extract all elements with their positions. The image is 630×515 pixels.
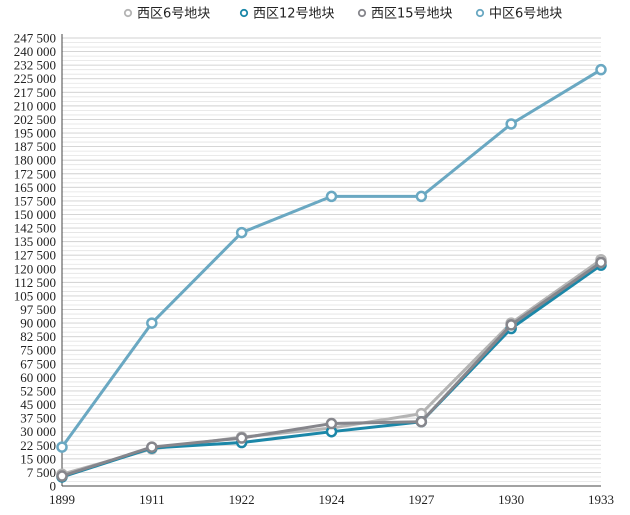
x-tick-label: 1924 [319, 492, 346, 507]
y-tick-label: 60 000 [20, 370, 56, 385]
legend-marker [239, 8, 249, 18]
x-tick-label: 1911 [139, 492, 165, 507]
x-tick-label: 1927 [408, 492, 435, 507]
y-tick-label: 67 500 [20, 356, 56, 371]
x-axis-tick-labels: 1899 1911 1922 1924 1927 1930 1933 [49, 492, 614, 507]
y-tick-label: 157 500 [14, 193, 56, 208]
y-tick-label: 135 000 [14, 234, 56, 249]
y-tick-label: 202 500 [14, 112, 56, 127]
data-point [595, 256, 607, 269]
data-point [146, 317, 158, 329]
legend-marker [123, 8, 133, 18]
series-3 [56, 256, 607, 482]
y-tick-label: 180 000 [14, 153, 56, 168]
x-tick-label: 1922 [229, 492, 255, 507]
data-point [56, 470, 68, 482]
y-tick-label: 120 000 [14, 261, 56, 276]
y-tick-label: 232 500 [14, 58, 56, 73]
legend-marker [475, 8, 485, 18]
y-tick-label: 112 500 [14, 275, 56, 290]
series-line [60, 260, 603, 478]
x-tick-label: 1930 [498, 492, 524, 507]
y-tick-label: 172 500 [14, 166, 56, 181]
y-tick-label: 165 000 [14, 180, 56, 195]
data-point [415, 190, 428, 203]
y-tick-label: 217 500 [14, 85, 56, 100]
y-tick-label: 187 500 [14, 139, 56, 154]
series-4 [56, 63, 607, 453]
legend-item-2: 西区12号地块 [239, 7, 335, 22]
legend-item-1: 西区6号地块 [123, 7, 210, 22]
y-tick-label: 37 500 [20, 411, 56, 426]
x-tick-label: 1933 [588, 492, 614, 507]
legend: 西区6号地块 西区12号地块 西区15号地块 中区6号地块 [123, 7, 562, 22]
y-tick-label: 15 000 [20, 451, 56, 466]
y-tick-label: 75 000 [20, 343, 56, 358]
y-tick-label: 0 [50, 479, 57, 494]
legend-item-3: 西区15号地块 [357, 7, 453, 22]
data-point [235, 432, 248, 444]
data-point [325, 190, 338, 203]
y-tick-label: 105 000 [14, 288, 56, 303]
data-point [325, 417, 338, 430]
data-point [235, 226, 248, 239]
legend-label: 中区6号地块 [489, 7, 562, 22]
y-tick-label: 127 500 [14, 248, 56, 263]
data-point [505, 319, 517, 331]
legend-label: 西区6号地块 [137, 7, 210, 22]
y-tick-label: 97 500 [20, 302, 56, 317]
y-tick-label: 82 500 [20, 329, 56, 344]
axes [61, 34, 601, 487]
y-tick-label: 247 500 [14, 31, 56, 46]
y-tick-label: 195 000 [14, 126, 56, 141]
y-tick-label: 210 000 [14, 98, 56, 113]
data-point [56, 441, 68, 453]
legend-label: 西区15号地块 [371, 7, 453, 22]
series-2 [56, 259, 607, 483]
data-point [415, 415, 428, 428]
y-tick-label: 22 500 [20, 438, 56, 453]
y-tick-label: 142 500 [14, 221, 56, 236]
y-tick-label: 30 000 [20, 424, 56, 439]
data-point [595, 63, 607, 76]
series-line [60, 258, 603, 476]
x-tick-label: 1899 [49, 492, 75, 507]
y-tick-label: 52 500 [20, 383, 56, 398]
legend-marker [357, 8, 367, 18]
legend-item-4: 中区6号地块 [475, 7, 562, 22]
data-point [146, 441, 158, 453]
y-tick-label: 45 000 [20, 397, 56, 412]
series-lines [56, 63, 607, 483]
y-tick-label: 150 000 [14, 207, 56, 222]
grid-lines [62, 37, 601, 482]
y-tick-label: 225 000 [14, 71, 56, 86]
legend-label: 西区12号地块 [253, 7, 335, 22]
data-point [505, 118, 517, 130]
series-line [60, 68, 603, 449]
y-tick-label: 90 000 [20, 316, 56, 331]
y-tick-label: 7 500 [27, 465, 56, 480]
y-tick-label: 240 000 [14, 44, 56, 59]
